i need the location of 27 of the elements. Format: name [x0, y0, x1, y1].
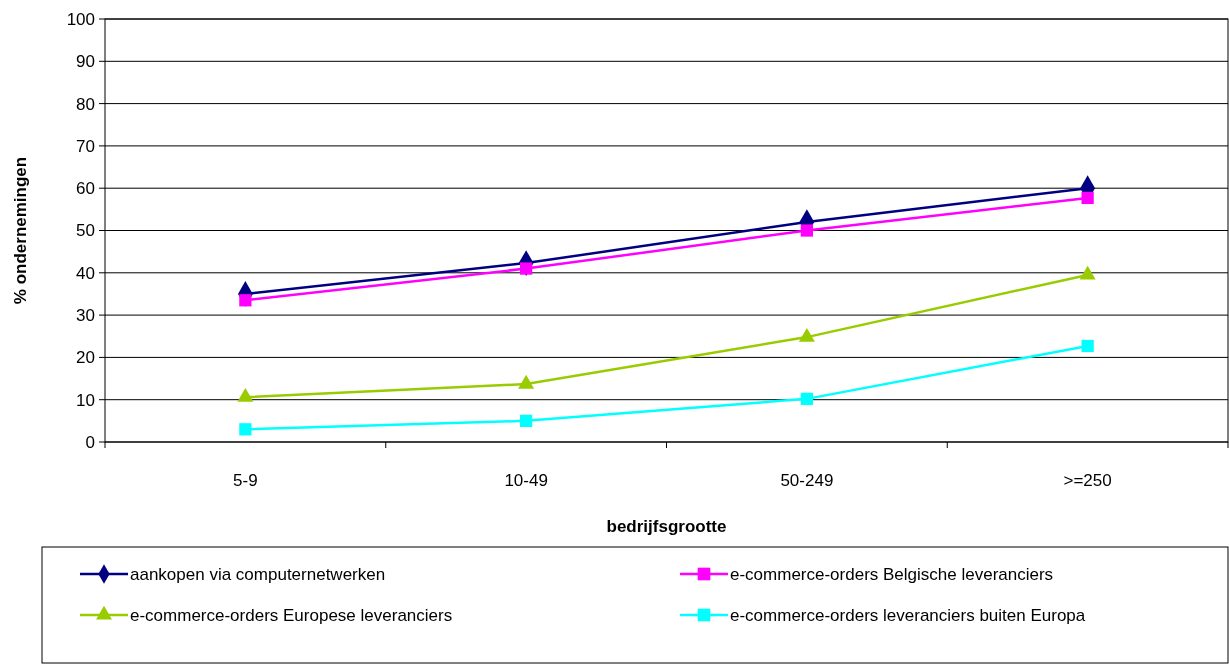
point [1081, 339, 1094, 353]
y-tick-label: 80 [76, 94, 95, 114]
point [239, 423, 252, 436]
y-axis-title: % ondernemingen [11, 156, 30, 305]
point [800, 224, 813, 237]
y-tick-label: 70 [76, 136, 95, 156]
y-tick-label: 60 [76, 179, 95, 199]
y-tick-label: 40 [76, 263, 95, 283]
point [800, 392, 813, 405]
legend-label: e-commerce-orders leveranciers buiten Europa [730, 605, 1086, 625]
x-tick-label: 5-9 [233, 471, 258, 490]
x-axis-title: bedrijfsgrootte [606, 517, 727, 536]
legend-label: e-commerce-orders Belgische leveranciers [730, 564, 1054, 584]
x-tick-label: 10-49 [504, 471, 548, 490]
point [520, 414, 533, 427]
legend-label: aankopen via computernetwerken [130, 564, 386, 584]
y-tick-label: 100 [66, 9, 95, 29]
legend-label: e-commerce-orders Europese leveranciers [130, 605, 453, 625]
y-tick-label: 20 [76, 348, 95, 368]
y-tick-label: 90 [76, 52, 95, 72]
x-tick-label: >=250 [1063, 471, 1112, 490]
x-tick-label: 50-249 [780, 471, 834, 490]
y-tick-label: 10 [76, 390, 95, 410]
y-tick-label: 50 [76, 221, 95, 241]
y-tick-label: 30 [76, 306, 95, 326]
y-tick-label: 0 [85, 432, 95, 452]
point [1081, 191, 1094, 205]
